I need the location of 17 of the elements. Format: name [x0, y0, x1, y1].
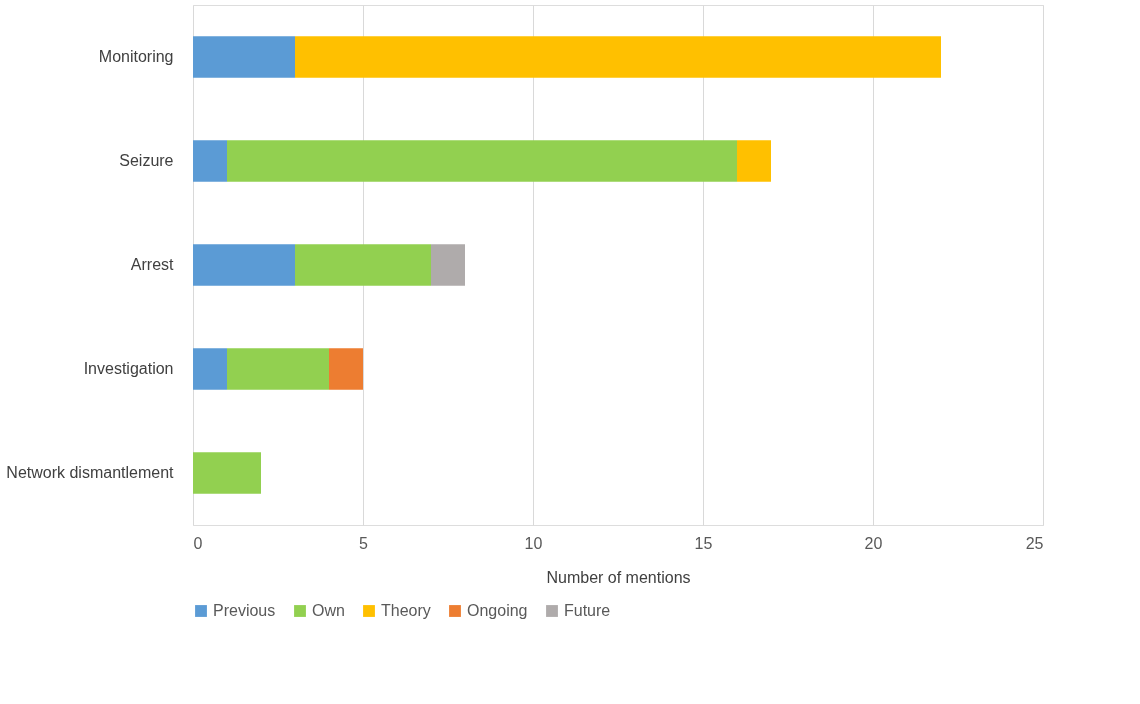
- legend-label: Own: [312, 602, 345, 619]
- y-tick-label: Seizure: [119, 152, 174, 169]
- legend-label: Ongoing: [467, 602, 528, 619]
- x-tick-label: 0: [193, 534, 203, 552]
- legend-label: Future: [564, 602, 611, 619]
- x-tick-label: 15: [694, 534, 713, 552]
- y-tick-label: Monitoring: [98, 48, 174, 65]
- y-tick-label: Investigation: [83, 360, 174, 377]
- x-tick-label: 25: [1025, 534, 1044, 552]
- x-tick-label: 10: [524, 534, 543, 552]
- y-tick-label: Arrest: [130, 256, 175, 273]
- legend-label: Previous: [213, 602, 276, 619]
- x-tick-label: 20: [864, 534, 883, 552]
- x-axis-title: Number of mentions: [546, 568, 691, 586]
- legend-label: Theory: [381, 602, 431, 619]
- x-tick-label: 5: [359, 534, 369, 552]
- y-tick-label: Network dismantlement: [6, 464, 175, 481]
